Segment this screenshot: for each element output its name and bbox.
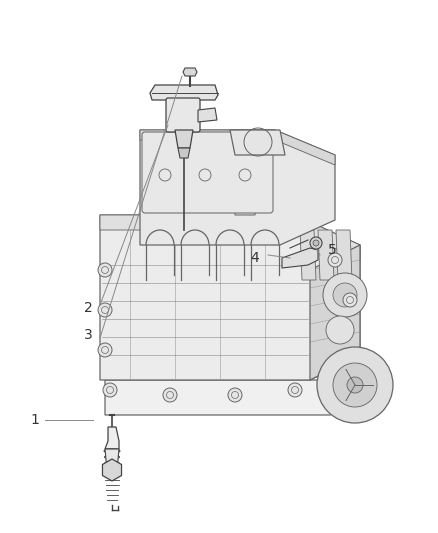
Circle shape — [98, 303, 112, 317]
Polygon shape — [140, 130, 335, 165]
Ellipse shape — [104, 449, 120, 453]
Text: 4: 4 — [251, 251, 259, 265]
Polygon shape — [102, 459, 121, 481]
Polygon shape — [230, 130, 285, 155]
Polygon shape — [198, 108, 217, 122]
Circle shape — [98, 343, 112, 357]
Polygon shape — [150, 85, 218, 108]
Circle shape — [333, 363, 377, 407]
Circle shape — [343, 293, 357, 307]
Polygon shape — [300, 230, 316, 280]
Circle shape — [333, 283, 357, 307]
Polygon shape — [140, 130, 335, 245]
Circle shape — [313, 240, 319, 246]
Polygon shape — [175, 130, 193, 148]
Circle shape — [98, 263, 112, 277]
Polygon shape — [105, 427, 119, 449]
Text: 3: 3 — [84, 328, 92, 342]
Polygon shape — [183, 68, 197, 76]
Circle shape — [288, 383, 302, 397]
Polygon shape — [310, 245, 360, 380]
Polygon shape — [105, 370, 355, 415]
Circle shape — [317, 347, 393, 423]
Circle shape — [347, 377, 363, 393]
FancyBboxPatch shape — [166, 98, 200, 132]
Text: 5: 5 — [328, 243, 336, 257]
Ellipse shape — [105, 461, 119, 465]
Polygon shape — [178, 148, 190, 158]
Circle shape — [323, 273, 367, 317]
Text: 2: 2 — [84, 301, 92, 315]
Circle shape — [310, 237, 322, 249]
Polygon shape — [100, 215, 360, 260]
Polygon shape — [336, 230, 352, 280]
Circle shape — [103, 383, 117, 397]
Text: 1: 1 — [31, 413, 39, 427]
Polygon shape — [232, 188, 258, 215]
Ellipse shape — [105, 455, 120, 459]
Circle shape — [328, 253, 342, 267]
Circle shape — [163, 388, 177, 402]
Polygon shape — [282, 248, 318, 268]
Polygon shape — [318, 230, 334, 280]
Polygon shape — [105, 449, 119, 470]
Circle shape — [326, 316, 354, 344]
FancyBboxPatch shape — [142, 132, 273, 213]
Circle shape — [228, 388, 242, 402]
Polygon shape — [100, 215, 360, 380]
